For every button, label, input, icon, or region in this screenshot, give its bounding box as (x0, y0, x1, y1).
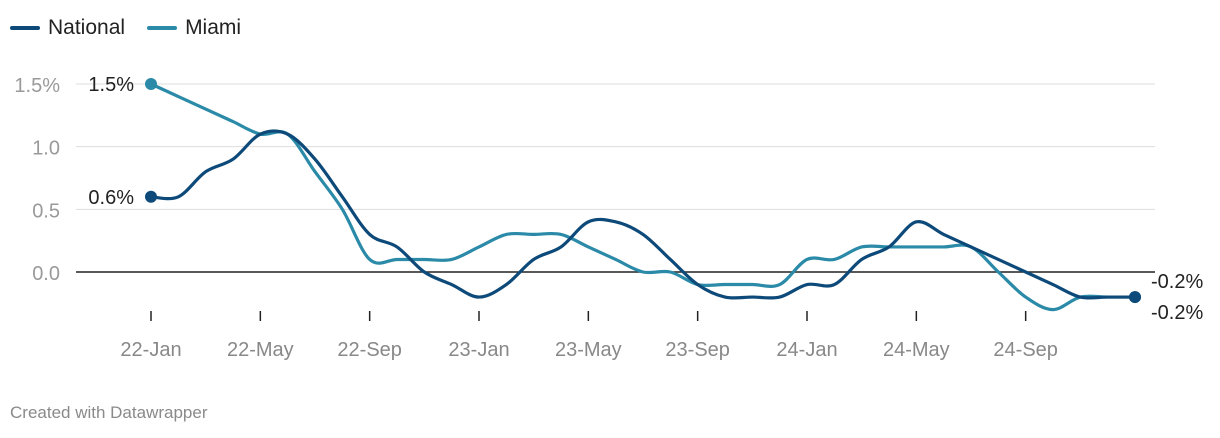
legend-label-national: National (48, 16, 126, 39)
legend-label-miami: Miami (185, 16, 242, 39)
start-marker-national (145, 190, 157, 203)
x-tick-label: 24-Jan (776, 339, 837, 361)
x-tick-label: 22-Sep (337, 339, 402, 361)
series-line-miami (149, 82, 1137, 312)
y-tick-label: 0.5 (32, 200, 60, 222)
x-tick-label: 23-Jan (448, 339, 509, 361)
y-tick-label: 1.5% (14, 75, 60, 97)
y-tick-label: 1.0 (32, 138, 60, 160)
end-marker-national (1129, 291, 1141, 304)
series-line-national (149, 129, 1137, 300)
legend: National Miami (10, 16, 241, 40)
start-label-miami: 1.5% (88, 74, 134, 96)
legend-swatch-national (10, 26, 40, 30)
x-tick-label: 23-May (555, 339, 622, 361)
end-label-miami: -0.2% (1151, 271, 1203, 293)
x-tick-label: 24-Sep (993, 339, 1058, 361)
end-label-national: -0.2% (1151, 302, 1203, 324)
x-tick-label: 23-Sep (665, 339, 730, 361)
x-tick-label: 22-Jan (120, 339, 181, 361)
legend-swatch-miami (147, 26, 178, 30)
credit-footer: Created with Datawrapper (10, 403, 208, 422)
legend-item-miami[interactable]: Miami (147, 16, 241, 40)
x-tick-label: 22-May (227, 339, 294, 361)
legend-item-national[interactable]: National (10, 16, 125, 40)
y-tick-label: 0.0 (32, 263, 60, 285)
start-label-national: 0.6% (88, 187, 134, 209)
x-tick-label: 24-May (883, 339, 950, 361)
start-marker-miami (145, 78, 157, 90)
